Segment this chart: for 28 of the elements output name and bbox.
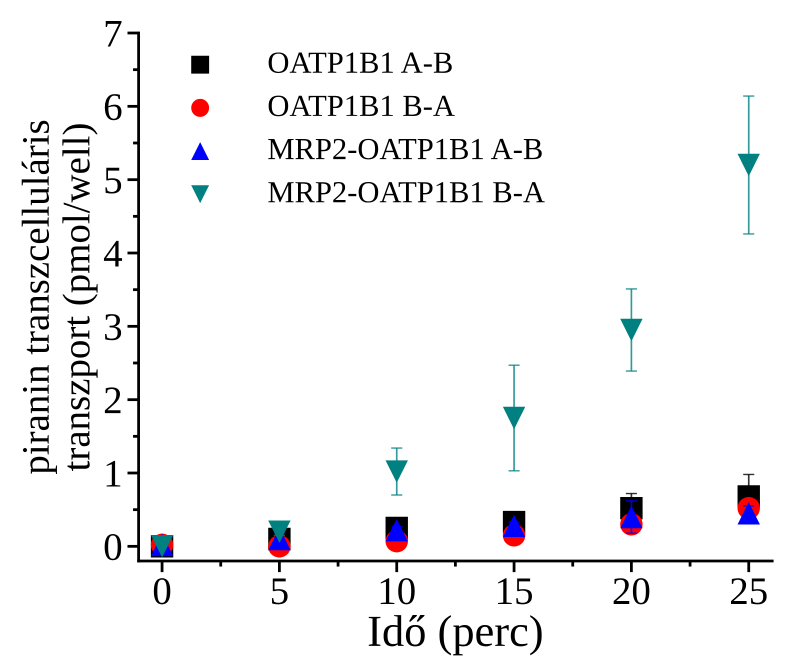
point bbox=[738, 502, 760, 525]
point bbox=[502, 514, 526, 537]
y-tick-label: 2 bbox=[104, 387, 120, 414]
legend-label: OATP1B1 B-A bbox=[268, 96, 455, 116]
x-tick-label: 20 bbox=[614, 578, 650, 604]
legend-label: MRP2-OATP1B1 A-B bbox=[268, 138, 542, 160]
y-tick-label: 5 bbox=[105, 168, 122, 194]
x-tick-label: 5 bbox=[272, 578, 288, 604]
y-tick-label: 1 bbox=[106, 460, 120, 486]
y-tick-label: 7 bbox=[106, 21, 122, 46]
y-tick-label: 3 bbox=[105, 314, 122, 340]
point bbox=[620, 506, 643, 528]
legend-label: OATP1B1 A-B bbox=[268, 52, 452, 74]
y-tick-label: 6 bbox=[104, 94, 122, 120]
point bbox=[386, 460, 408, 483]
x-tick-label: 0 bbox=[154, 578, 170, 604]
point bbox=[620, 318, 643, 342]
point bbox=[502, 406, 526, 430]
x-tick-label: 10 bbox=[380, 578, 415, 604]
x-axis-title: Idő (perc) bbox=[368, 615, 542, 656]
y-axis-title: piranin transzcelluláris transzport (pmol/well) bbox=[22, 120, 98, 474]
y-tick-label: 0 bbox=[104, 534, 122, 560]
legend-label: MRP2-OATP1B1 B-A bbox=[268, 182, 545, 203]
point bbox=[738, 154, 760, 176]
x-tick-label: 15 bbox=[498, 578, 532, 604]
y-tick-label: 4 bbox=[104, 240, 122, 266]
x-tick-label: 25 bbox=[730, 578, 767, 604]
point bbox=[268, 520, 291, 543]
